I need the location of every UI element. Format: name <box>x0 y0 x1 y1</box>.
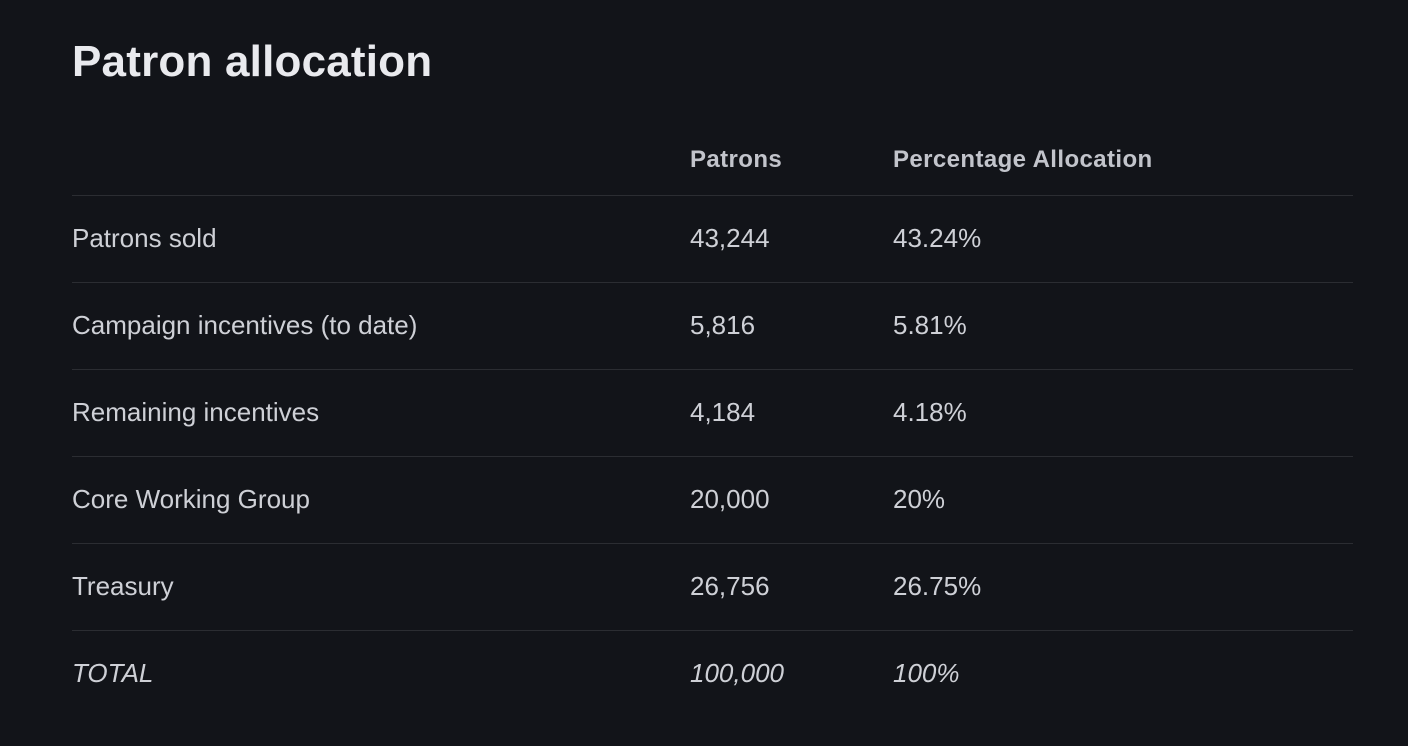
row-label: TOTAL <box>72 658 154 689</box>
table-row-patrons-sold: Patrons sold 43,244 43.24% <box>72 195 1353 284</box>
percentage-value: 43.24% <box>893 195 1353 284</box>
percentage-value: 20% <box>893 456 1353 545</box>
patron-allocation-table: Patrons Percentage Allocation Patrons so… <box>72 146 1353 717</box>
patrons-value: 43,244 <box>690 195 893 284</box>
patrons-value: 5,816 <box>690 282 893 371</box>
row-label: Campaign incentives (to date) <box>72 282 690 371</box>
page-title: Patron allocation <box>72 37 433 86</box>
patrons-value: 100,000 <box>690 658 784 689</box>
percentage-value: 26.75% <box>893 543 1353 632</box>
table-header-row: Patrons Percentage Allocation <box>72 146 1353 197</box>
row-label: Treasury <box>72 543 690 632</box>
percentage-value: 5.81% <box>893 282 1353 371</box>
column-header-percentage-allocation: Percentage Allocation <box>893 146 1353 197</box>
table-row-core-working-group: Core Working Group 20,000 20% <box>72 456 1353 545</box>
patrons-value: 20,000 <box>690 456 893 545</box>
column-header-patrons: Patrons <box>690 146 893 197</box>
percentage-value: 4.18% <box>893 369 1353 458</box>
percentage-value: 100% <box>893 658 960 689</box>
row-label: Remaining incentives <box>72 369 690 458</box>
patrons-value: 26,756 <box>690 543 893 632</box>
table-row-total: TOTAL 100,000 100% <box>72 631 1353 718</box>
row-label: Patrons sold <box>72 195 690 284</box>
table-row-treasury: Treasury 26,756 26.75% <box>72 543 1353 632</box>
row-label: Core Working Group <box>72 456 690 545</box>
patrons-value: 4,184 <box>690 369 893 458</box>
column-header-blank <box>72 146 690 197</box>
table-row-campaign-incentives: Campaign incentives (to date) 5,816 5.81… <box>72 282 1353 371</box>
table-row-remaining-incentives: Remaining incentives 4,184 4.18% <box>72 369 1353 458</box>
